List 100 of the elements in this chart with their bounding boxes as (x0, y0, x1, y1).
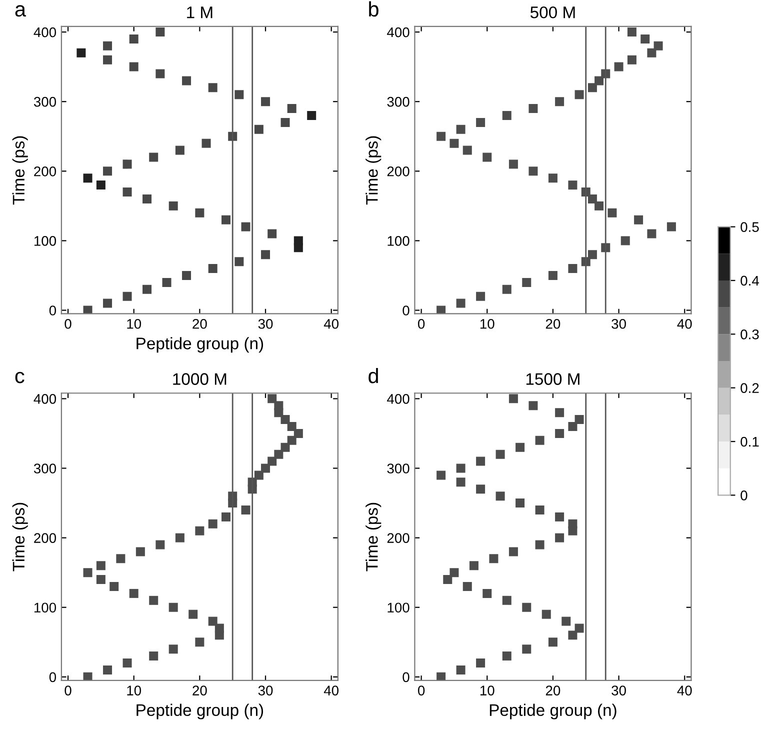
color-bar-label: 0.1 (740, 436, 759, 447)
point (469, 561, 478, 570)
point (568, 422, 578, 432)
point (608, 208, 617, 218)
color-bar-label: 0.2 (740, 383, 759, 393)
point (287, 436, 296, 445)
point (294, 428, 303, 438)
point (508, 160, 518, 169)
point (195, 638, 204, 647)
point (502, 596, 512, 605)
point (548, 638, 558, 647)
point (188, 610, 198, 619)
point (268, 394, 277, 404)
point (456, 665, 466, 674)
point (287, 104, 296, 114)
chart-title: 1000 M (173, 373, 226, 385)
point (208, 264, 218, 274)
point (502, 284, 512, 294)
point (129, 34, 138, 44)
y-tick-label: 100 (388, 236, 410, 246)
point (175, 533, 184, 542)
point (574, 624, 584, 633)
point (208, 519, 218, 528)
point (149, 652, 158, 661)
point (568, 180, 578, 190)
point (280, 415, 290, 424)
point (450, 568, 459, 578)
point (489, 554, 498, 564)
x-tick-label: 20 (546, 318, 560, 329)
x-tick-label: 0 (64, 318, 72, 329)
point (522, 644, 532, 654)
point (496, 492, 505, 501)
color-bar-label: 0.4 (740, 276, 759, 286)
point (103, 298, 112, 308)
point (96, 575, 106, 584)
point (535, 436, 544, 445)
point (142, 194, 152, 204)
point (222, 215, 231, 224)
point (261, 97, 270, 106)
x-tick-label: 20 (546, 686, 560, 696)
point (122, 658, 132, 668)
point (268, 456, 277, 466)
point (234, 90, 244, 100)
y-tick-label: 400 (387, 394, 410, 404)
point (627, 55, 636, 64)
chart-title: 500 M (530, 6, 575, 18)
y-axis-title: Time (ps) (12, 136, 28, 205)
point (647, 48, 656, 58)
point (268, 229, 277, 238)
point (594, 201, 604, 210)
point (195, 208, 204, 218)
y-tick-label: 100 (388, 602, 410, 613)
x-tick-label: 40 (324, 686, 339, 696)
point (508, 547, 518, 556)
chart-title: 1 M (187, 6, 212, 18)
point (274, 401, 284, 410)
point (436, 672, 446, 680)
point (548, 270, 558, 280)
point (149, 152, 158, 162)
point (462, 582, 472, 591)
point (280, 442, 290, 452)
point (522, 602, 532, 612)
x-tick-label: 0 (64, 686, 72, 696)
point (508, 394, 518, 404)
point (122, 292, 132, 301)
x-tick-label: 20 (192, 686, 207, 696)
point (535, 540, 544, 550)
point (307, 110, 316, 120)
point (482, 588, 492, 598)
y-tick-label: 0 (402, 306, 410, 316)
point (574, 415, 584, 424)
point (640, 34, 650, 44)
point (516, 442, 525, 452)
point (555, 97, 564, 106)
point (542, 610, 551, 619)
point (588, 83, 597, 92)
point (222, 512, 231, 522)
point (594, 76, 604, 86)
point (214, 624, 224, 633)
y-tick-label: 300 (387, 464, 410, 474)
point (456, 298, 466, 308)
point (456, 124, 466, 134)
point (103, 665, 112, 674)
x-tick-label: 30 (258, 686, 273, 696)
point (156, 28, 165, 37)
x-tick-label: 40 (677, 686, 692, 696)
point (555, 428, 564, 438)
point (528, 401, 538, 410)
point (195, 526, 204, 536)
point (168, 602, 178, 612)
point (443, 575, 452, 584)
point (96, 180, 106, 190)
point (568, 630, 578, 640)
point (241, 222, 250, 232)
text: a (15, 5, 26, 17)
point (627, 28, 636, 37)
point (588, 250, 597, 260)
point (436, 132, 446, 141)
point (175, 146, 184, 155)
y-tick-label: 200 (34, 166, 56, 176)
